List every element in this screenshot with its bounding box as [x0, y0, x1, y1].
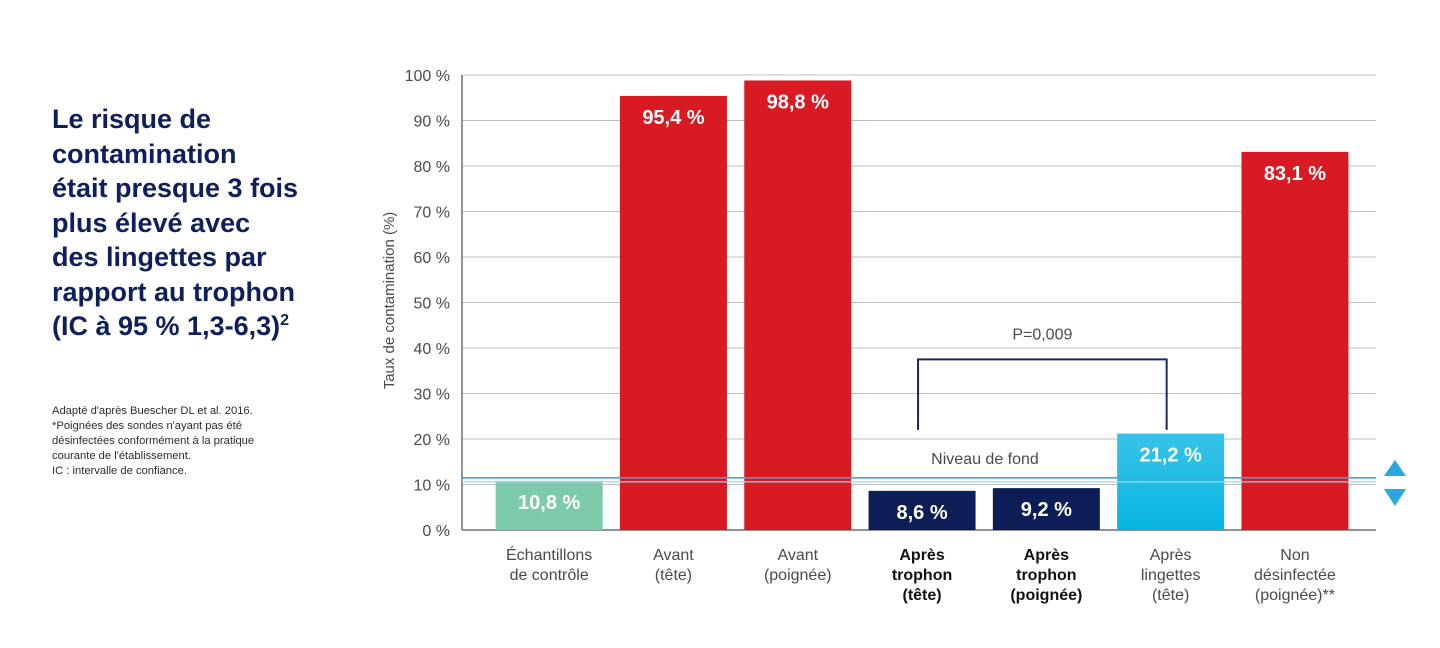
y-tick-label: 60 %: [414, 250, 450, 267]
p-value-label: P=0,009: [1012, 326, 1072, 343]
bar: [744, 80, 852, 531]
arrow-down-icon: [1384, 489, 1406, 506]
category-label: Avant (poignée): [764, 547, 832, 584]
bar-value-label: 8,6 %: [896, 502, 947, 524]
bar: [619, 95, 727, 531]
category-label: Après trophon (tête): [892, 547, 952, 604]
headline-line: des lingettes par: [52, 242, 267, 272]
category-label: Avant (tête): [653, 547, 694, 584]
headline-line: était presque 3 fois: [52, 173, 299, 203]
footnote-line: désinfectées conformément à la pratique: [52, 435, 255, 447]
headline-line: rapport au trophon: [52, 276, 295, 307]
bar: [1241, 151, 1349, 530]
y-tick-label: 80 %: [414, 159, 450, 176]
category-label: Après trophon (poignée): [1010, 547, 1082, 604]
bar-value-label: 95,4 %: [642, 107, 704, 129]
bar-value-label: 98,8 %: [767, 91, 829, 113]
bar: [868, 490, 976, 530]
bar-value-label: 10,8 %: [518, 492, 580, 514]
arrow-up-icon: [1384, 460, 1406, 476]
category-label: Après lingettes (tête): [1141, 547, 1201, 604]
y-tick-label: 90 %: [414, 114, 450, 131]
footnote-line: courante de l'établissement.: [52, 450, 191, 462]
y-tick-label: 50 %: [414, 296, 450, 313]
y-tick-label: 70 %: [414, 205, 450, 222]
reference-line-label: Niveau de fond: [931, 451, 1039, 468]
y-axis-title: Taux de contamination (%): [381, 212, 398, 390]
y-tick-label: 10 %: [414, 478, 450, 495]
y-tick-label: 0 %: [422, 523, 450, 540]
category-label: Échantillons de contrôle: [506, 545, 592, 584]
reference-superscript: 2: [280, 312, 290, 329]
y-tick-label: 100 %: [405, 68, 450, 85]
headline-line: Le risque de: [52, 104, 212, 134]
footnote-line: *Poignées des sondes n'ayant pas été: [52, 420, 242, 432]
bar-value-label: 21,2 %: [1140, 445, 1202, 467]
bar: [992, 488, 1100, 530]
footnote-line: IC : intervalle de confiance.: [52, 465, 187, 477]
significance-bracket: [917, 358, 1168, 430]
bar: [495, 480, 603, 530]
headline-line: (IC à 95 % 1,3-6,3): [52, 311, 281, 341]
headline: Le risque de contamination était presque…: [52, 102, 352, 344]
y-tick-label: 20 %: [414, 432, 450, 449]
category-label: Non désinfectée (poignée)**: [1254, 547, 1336, 604]
headline-line: plus élevé avec: [52, 207, 251, 238]
bar-value-label: 83,1 %: [1264, 163, 1326, 185]
bar-value-label: 9,2 %: [1021, 499, 1072, 521]
footnote-line: Adapté d'après Buescher DL et al. 2016.: [52, 405, 253, 417]
y-tick-label: 30 %: [414, 387, 450, 404]
headline-line: contamination: [52, 138, 237, 169]
footnotes: Adapté d'après Buescher DL et al. 2016. …: [52, 404, 302, 479]
y-tick-label: 40 %: [414, 341, 450, 358]
